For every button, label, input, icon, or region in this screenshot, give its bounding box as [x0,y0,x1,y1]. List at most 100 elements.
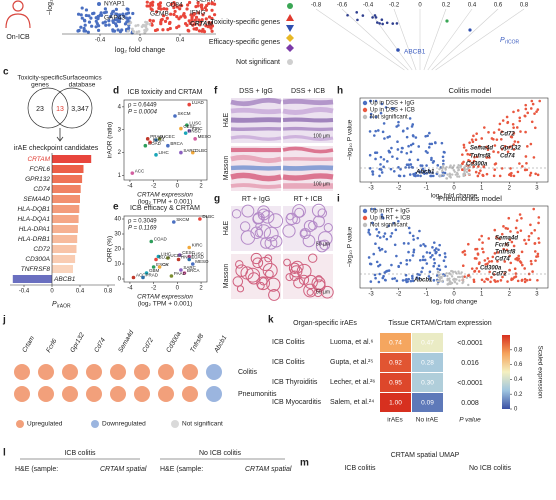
volcano-dot [530,99,534,103]
volcano-dot [377,280,381,284]
status-dot [182,386,198,402]
point [185,123,189,127]
volcano-dot [393,243,397,247]
volcano-dot [202,30,207,34]
alveolus [283,258,291,267]
volcano-dot [498,122,502,126]
gene-label: Cd72 [500,132,515,138]
volcano-dot [388,150,391,154]
volcano-dot [107,23,111,27]
volcano-dot [480,278,484,282]
volcano-dot [199,5,204,9]
volcano-dot [209,21,214,25]
volcano-dot [529,107,533,110]
point-label: SKCM [177,111,190,116]
point-label: CESC [183,124,196,129]
alveolus [264,254,273,263]
volcano-dot [397,120,400,124]
volcano-dot [455,282,459,285]
alveolus [235,260,244,269]
legend-marker [362,222,368,228]
volcano-dot [458,279,461,282]
volcano-dot [442,274,445,278]
volcano-dot [514,257,517,261]
volcano-dot [433,249,436,252]
volcano-dot [442,173,445,176]
radial-line [435,8,525,71]
volcano-dot [96,28,101,32]
volcano-dot [417,145,421,148]
gene-label: ABCB1 [53,276,76,283]
volcano-dot [518,162,521,165]
volcano-dot [499,137,503,141]
volcano-dot [421,171,425,174]
volcano-dot [513,140,517,143]
volcano-dot [438,253,442,257]
x-tick-label: -0.4 [19,289,30,295]
x-tick-label: -2 [151,184,157,190]
point [190,262,195,266]
volcano-dot [452,169,456,172]
legend-marker [287,3,293,9]
volcano-dot [461,264,465,268]
volcano-dot [375,260,379,264]
volcano-dot [383,137,386,140]
volcano-dot [369,262,373,266]
volcano-dot [384,106,388,109]
point-label: GBM [149,268,160,273]
volcano-dot [496,150,500,154]
volcano-dot [87,14,91,18]
volcano-dot [182,12,186,16]
volcano-dot [471,161,475,165]
volcano-dot [444,255,447,259]
volcano-dot [407,166,411,169]
volcano-dot [200,29,204,33]
volcano-dot [534,126,537,130]
volcano-dot [518,260,522,263]
x-tick-label: -0.2 [389,3,400,9]
volcano-dot [536,173,540,177]
alveolus [315,275,323,283]
volcano-dot [380,213,384,216]
p-value: <0.0001 [457,340,483,347]
heat-cell [380,333,411,352]
gene-label: SEMA4D [23,196,50,203]
volcano-dot [449,273,452,276]
volcano-dot [423,169,427,173]
point [157,265,162,269]
volcano-dot [163,19,168,23]
volcano-dot [515,126,519,129]
volcano-dot [421,266,424,270]
alveolus [264,236,278,250]
status-dot [62,364,78,380]
status-dot [182,364,198,380]
volcano-dot [397,264,400,268]
legend-label: Downregulated [102,421,146,428]
x-tick-label: -0.4 [363,3,374,9]
volcano-dot [126,29,130,33]
y-tick-label: 0 [118,277,122,283]
volcano-dot [429,255,432,259]
volcano-dot [165,7,169,11]
volcano-dot [421,167,425,171]
histology-image [283,253,334,299]
point-label: PAAD [174,271,187,276]
volcano-dot [446,274,449,278]
volcano-dot [210,8,214,12]
volcano-dot [212,13,217,17]
y-tick-label: 40 [114,217,121,223]
point [198,217,202,221]
volcano-dot [534,172,537,176]
volcano-dot [509,145,512,148]
volcano-dot [536,278,539,282]
decor-dot [378,22,381,25]
volcano-dot [409,150,413,154]
gene-label: FCRL6 [29,166,50,173]
volcano-dot [442,159,445,163]
volcano-dot [533,228,537,232]
image-bg [231,206,281,251]
volcano-dot [445,272,448,275]
volcano-dot [145,22,149,26]
volcano-dot [175,5,179,9]
volcano-dot [89,16,93,20]
